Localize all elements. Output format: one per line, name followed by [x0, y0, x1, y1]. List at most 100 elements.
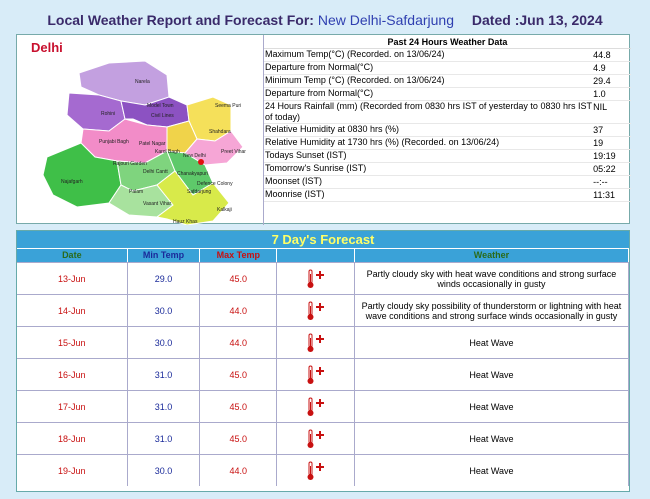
- svg-text:Preet Vihar: Preet Vihar: [221, 149, 246, 155]
- forecast-icon-cell: [277, 327, 355, 358]
- col-icon: [277, 249, 355, 262]
- report-title: Local Weather Report and Forecast For:: [47, 12, 314, 28]
- svg-text:Rajouri Garden: Rajouri Garden: [113, 161, 147, 167]
- forecast-weather: Heat Wave: [355, 455, 630, 486]
- forecast-header-row: Date Min Temp Max Temp Weather: [17, 248, 629, 262]
- obs-label: Moonset (IST): [265, 176, 323, 186]
- forecast-max-temp: 44.0: [200, 327, 278, 358]
- forecast-min-temp: 30.0: [128, 295, 201, 326]
- obs-value: 37: [593, 125, 604, 135]
- svg-text:Safdarjung: Safdarjung: [187, 189, 211, 195]
- station-name[interactable]: New Delhi-Safdarjung: [317, 12, 455, 28]
- obs-row: 24 Hours Rainfall (mm) (Recorded from 08…: [264, 101, 631, 124]
- svg-text:Palam: Palam: [129, 189, 143, 195]
- svg-text:Najafgarh: Najafgarh: [61, 179, 83, 185]
- col-weather: Weather: [355, 249, 629, 262]
- forecast-max-temp: 45.0: [200, 359, 278, 390]
- forecast-max-temp: 45.0: [200, 423, 278, 454]
- svg-text:Patel Nagar: Patel Nagar: [139, 141, 166, 147]
- obs-row: Tomorrow's Sunrise (IST) 05:22: [264, 163, 631, 176]
- svg-text:Rohini: Rohini: [101, 111, 115, 117]
- obs-label: Relative Humidity at 0830 hrs (%): [265, 124, 400, 134]
- forecast-icon-cell: [277, 423, 355, 454]
- obs-label: Relative Humidity at 1730 hrs (%) (Recor…: [265, 137, 500, 147]
- obs-label: 24 Hours Rainfall (mm) (Recorded from 08…: [265, 101, 592, 122]
- obs-label: Minimum Temp (°C) (Recorded. on 13/06/24…: [265, 75, 445, 85]
- forecast-row: 16-Jun 31.0 45.0 Heat Wave: [17, 358, 630, 390]
- forecast-date: 16-Jun: [17, 359, 128, 390]
- thermometer-plus-icon: [307, 429, 324, 448]
- obs-row: Moonrise (IST) 11:31: [264, 189, 631, 202]
- obs-value: 19:19: [593, 151, 616, 161]
- forecast-row: 14-Jun 30.0 44.0 Partly cloudy sky possibil…: [17, 294, 630, 326]
- thermometer-plus-icon: [307, 333, 324, 352]
- map-title: Delhi: [31, 40, 63, 55]
- past-24h-table: Past 24 Hours Weather Data Maximum Temp(…: [263, 35, 631, 225]
- top-panel: Narela Rohini Model Town Civil Lines See…: [16, 34, 631, 225]
- safdarjung-marker: [198, 159, 204, 165]
- forecast-max-temp: 45.0: [200, 263, 278, 294]
- forecast-row: 18-Jun 31.0 45.0 Heat Wave: [17, 422, 630, 454]
- thermometer-plus-icon: [307, 269, 324, 288]
- svg-text:Shahdara: Shahdara: [209, 129, 231, 135]
- forecast-weather: Heat Wave: [355, 359, 630, 390]
- forecast-max-temp: 44.0: [200, 455, 278, 486]
- forecast-max-temp: 44.0: [200, 295, 278, 326]
- obs-value: NIL: [593, 102, 608, 112]
- obs-value: 05:22: [593, 164, 616, 174]
- obs-row: Maximum Temp(°C) (Recorded. on 13/06/24)…: [264, 49, 631, 62]
- col-min-temp: Min Temp: [128, 249, 201, 262]
- svg-text:Defence Colony: Defence Colony: [197, 181, 233, 187]
- district-map-image: Narela Rohini Model Town Civil Lines See…: [42, 60, 246, 225]
- obs-value: 29.4: [593, 76, 611, 86]
- obs-label: Maximum Temp(°C) (Recorded. on 13/06/24): [265, 49, 445, 59]
- thermometer-plus-icon: [307, 461, 324, 480]
- forecast-icon-cell: [277, 359, 355, 390]
- forecast-icon-cell: [277, 391, 355, 422]
- thermometer-plus-icon: [307, 301, 324, 320]
- forecast-icon-cell: [277, 455, 355, 486]
- svg-text:Kalkaji: Kalkaji: [217, 207, 232, 213]
- obs-value: --:--: [593, 177, 608, 187]
- svg-text:Punjabi Bagh: Punjabi Bagh: [99, 139, 129, 145]
- obs-label: Moonrise (IST): [265, 189, 325, 199]
- svg-text:New Delhi: New Delhi: [183, 153, 206, 159]
- forecast-weather: Partly cloudy sky with heat wave conditi…: [355, 263, 630, 294]
- report-date: Dated :Jun 13, 2024: [471, 12, 603, 28]
- col-date: Date: [17, 249, 128, 262]
- obs-row: Minimum Temp (°C) (Recorded. on 13/06/24…: [264, 75, 631, 88]
- obs-label: Departure from Normal(°C): [265, 88, 374, 98]
- svg-text:Model Town: Model Town: [147, 103, 174, 109]
- svg-text:Delhi Cantt: Delhi Cantt: [143, 169, 168, 175]
- forecast-min-temp: 31.0: [128, 423, 201, 454]
- forecast-row: 17-Jun 31.0 45.0 Heat Wave: [17, 390, 630, 422]
- forecast-date: 13-Jun: [17, 263, 128, 294]
- col-max-temp: Max Temp: [200, 249, 278, 262]
- svg-text:Hauz Khas: Hauz Khas: [173, 219, 198, 225]
- forecast-weather: Partly cloudy sky possibility of thunder…: [355, 295, 630, 326]
- report-header: Local Weather Report and Forecast For: N…: [0, 12, 650, 28]
- obs-label: Todays Sunset (IST): [265, 150, 347, 160]
- forecast-min-temp: 30.0: [128, 455, 201, 486]
- obs-row: Departure from Normal(°C) 4.9: [264, 62, 631, 75]
- forecast-row: 13-Jun 29.0 45.0 Partly cloudy sky with hea…: [17, 262, 630, 294]
- svg-text:Vasant Vihar: Vasant Vihar: [143, 201, 172, 207]
- svg-text:Seema Puri: Seema Puri: [215, 103, 241, 109]
- forecast-min-temp: 30.0: [128, 327, 201, 358]
- svg-text:Chanakyapuri: Chanakyapuri: [177, 171, 208, 177]
- forecast-min-temp: 31.0: [128, 391, 201, 422]
- forecast-weather: Heat Wave: [355, 327, 630, 358]
- forecast-icon-cell: [277, 295, 355, 326]
- forecast-date: 18-Jun: [17, 423, 128, 454]
- obs-value: 1.0: [593, 89, 606, 99]
- forecast-min-temp: 29.0: [128, 263, 201, 294]
- obs-label: Tomorrow's Sunrise (IST): [265, 163, 367, 173]
- obs-value: 44.8: [593, 50, 611, 60]
- forecast-row: 19-Jun 30.0 44.0 Heat Wave: [17, 454, 630, 486]
- obs-row: Relative Humidity at 0830 hrs (%) 37: [264, 124, 631, 137]
- obs-row: Moonset (IST) --:--: [264, 176, 631, 189]
- forecast-min-temp: 31.0: [128, 359, 201, 390]
- thermometer-plus-icon: [307, 365, 324, 384]
- forecast-date: 14-Jun: [17, 295, 128, 326]
- forecast-icon-cell: [277, 263, 355, 294]
